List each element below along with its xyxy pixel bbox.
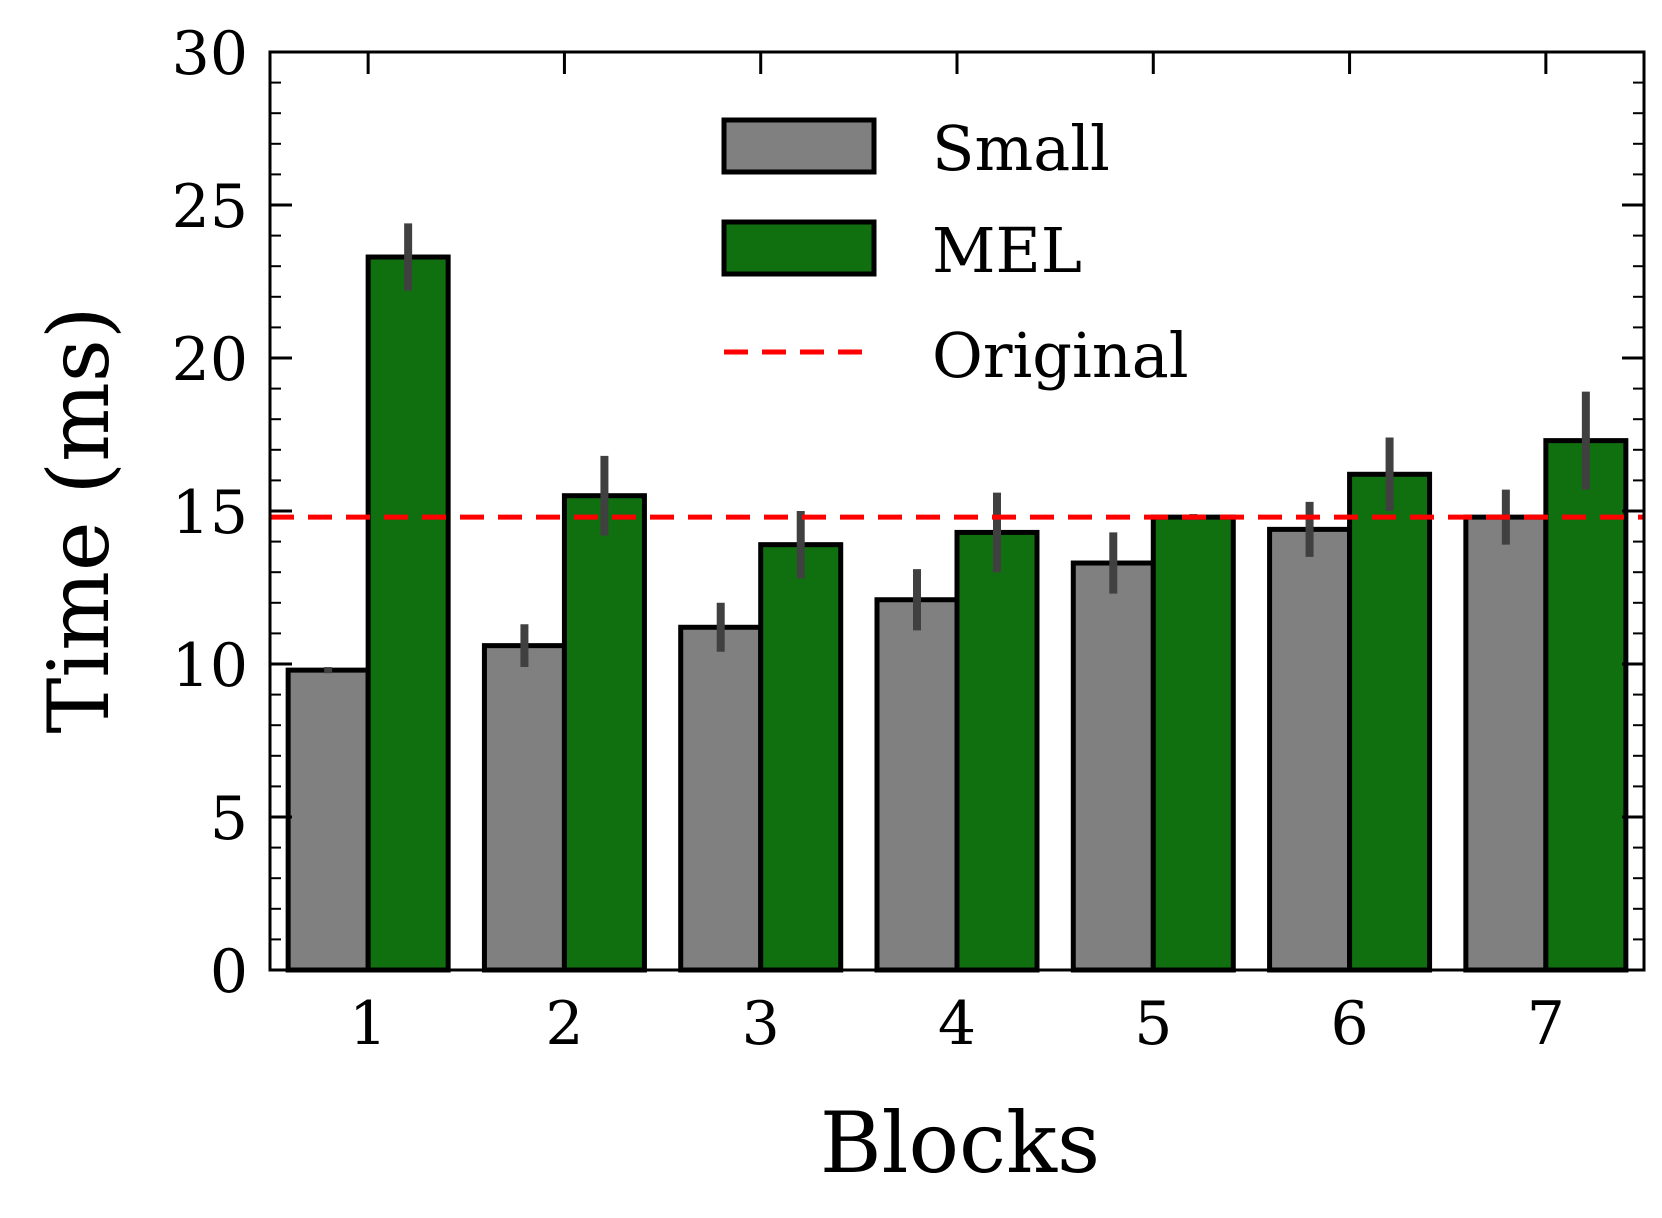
- legend-label-mel: MEL: [932, 214, 1082, 287]
- x-tick-label-1: 1: [349, 989, 387, 1059]
- bar-mel-5: [1150, 514, 1236, 973]
- bar-small-6: [1267, 526, 1353, 973]
- bar-mel-4: [954, 529, 1040, 973]
- legend-label-original: Original: [932, 319, 1189, 392]
- bar-small-4: [874, 597, 960, 973]
- bar-mel-6: [1347, 471, 1433, 973]
- legend: Small MEL Original: [721, 112, 1189, 392]
- bar-small-3: [678, 624, 764, 973]
- bar-small-7: [1463, 514, 1549, 973]
- legend-swatch-mel: [721, 219, 877, 277]
- y-tick-label-20: 20: [172, 325, 248, 395]
- y-tick-label-5: 5: [210, 784, 248, 854]
- error-bars-group: [324, 223, 1590, 674]
- y-tick-label-25: 25: [172, 172, 248, 242]
- y-axis-title: Time (ms): [30, 306, 128, 733]
- ticks-group: [270, 50, 1644, 972]
- y-tick-label-0: 0: [210, 937, 248, 1007]
- bar-small-1: [285, 667, 371, 973]
- y-tick-label-15: 15: [172, 478, 248, 548]
- legend-swatch-small: [721, 117, 877, 175]
- x-tick-label-2: 2: [545, 989, 583, 1059]
- x-tick-label-5: 5: [1134, 989, 1172, 1059]
- bar-small-2: [481, 643, 567, 973]
- y-tick-label-10: 10: [172, 631, 248, 701]
- bar-mel-1: [365, 254, 451, 973]
- tick-labels-group: 0 5 10 15 20 25 30 1 2 3 4 5 6 7: [172, 19, 1565, 1059]
- x-axis-title: Blocks: [820, 1094, 1100, 1192]
- x-tick-label-7: 7: [1527, 989, 1565, 1059]
- legend-label-small: Small: [932, 112, 1110, 185]
- x-tick-label-3: 3: [742, 989, 780, 1059]
- x-tick-label-4: 4: [938, 989, 976, 1059]
- bar-small-5: [1070, 560, 1156, 973]
- bar-mel-7: [1543, 438, 1629, 973]
- bar-mel-2: [561, 493, 647, 973]
- x-tick-label-6: 6: [1330, 989, 1368, 1059]
- bar-mel-3: [758, 542, 844, 973]
- y-tick-label-30: 30: [172, 19, 248, 89]
